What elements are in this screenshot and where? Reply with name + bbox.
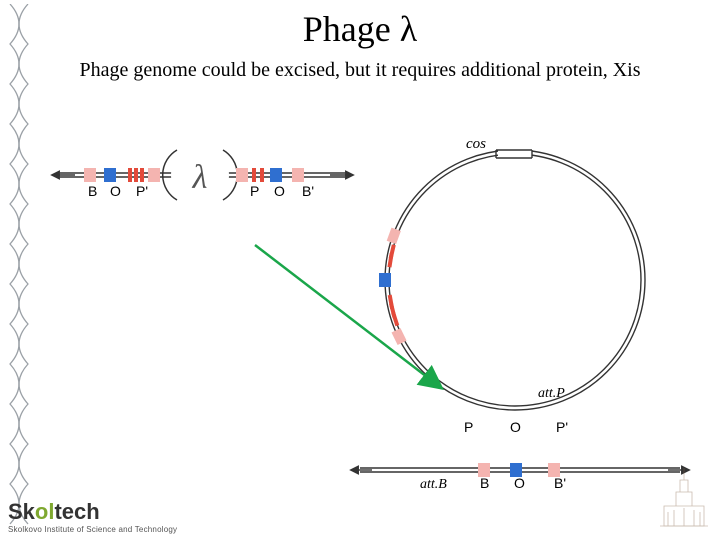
label-circ-Pp: P' [556,419,568,435]
attB-linear: att.B B O B' [357,463,683,492]
label-circ-O: O [510,419,521,435]
label-circ-P: P [464,419,473,435]
label-P: P [250,183,259,199]
skoltech-logo: Skoltech Skolkovo Institute of Science a… [8,499,177,534]
label-Pp: P' [136,183,148,199]
page-title: Phage λ [0,8,720,50]
label-Bp: B' [302,183,314,199]
label-attB-Bp: B' [554,475,566,491]
dna-helix-border [4,4,34,534]
logo-tech: tech [54,499,99,524]
lambda-symbol: λ [192,159,208,196]
label-attB: att.B [420,477,447,492]
logo-sub: Skolkovo Institute of Science and Techno… [8,525,177,534]
label-attB-B: B [480,475,489,491]
circular-phage: cos att.P P O P' [379,136,645,435]
green-arrow [255,245,440,387]
label-B: B [88,183,97,199]
label-O1: O [110,183,121,199]
title-text: Phage [303,9,400,49]
label-cos: cos [466,136,486,152]
excision-diagram: λ B O P' P O B' cos [40,130,700,510]
label-attP: att.P [538,386,565,401]
page-subtitle: Phage genome could be excised, but it re… [40,58,680,82]
msu-tower-icon [654,466,714,536]
logo-sk: Sk [8,499,35,524]
logo-ol: ol [35,499,55,524]
label-attB-O: O [514,475,525,491]
linear-integrated: λ B O P' P O B' [58,146,347,204]
title-lambda: λ [400,9,417,49]
label-O2: O [274,183,285,199]
